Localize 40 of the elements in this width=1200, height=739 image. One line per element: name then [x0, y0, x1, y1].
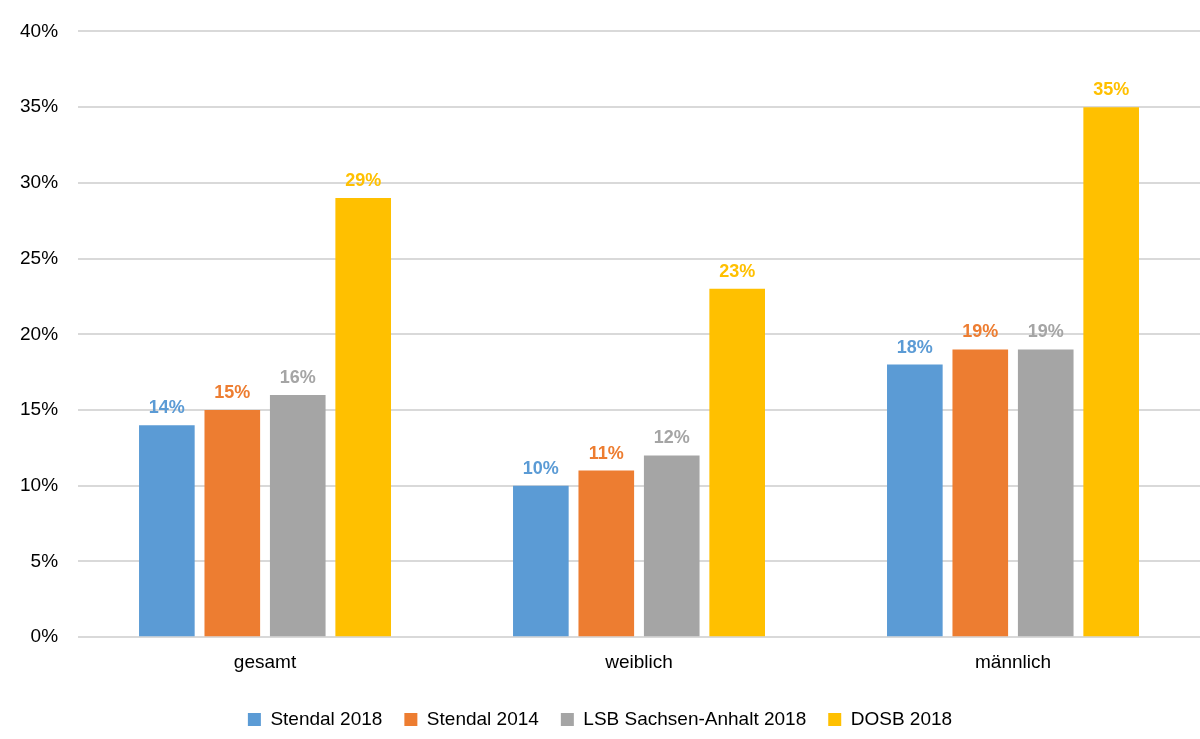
data-label: 12%	[653, 427, 690, 448]
bar	[578, 470, 635, 637]
data-label: 19%	[962, 321, 999, 342]
data-label: 14%	[148, 397, 185, 418]
y-tick-label: 0%	[30, 625, 59, 647]
y-tick-label: 15%	[20, 398, 59, 420]
bar	[643, 455, 700, 637]
legend-label: DOSB 2018	[850, 707, 953, 729]
bar	[887, 364, 943, 637]
y-tick-label: 25%	[20, 246, 59, 268]
y-tick-label: 20%	[20, 322, 59, 344]
x-tick-label: weiblich	[604, 650, 673, 672]
data-label: 15%	[214, 381, 251, 402]
y-tick-label: 10%	[20, 473, 59, 495]
bar	[335, 198, 392, 637]
legend-label: Stendal 2018	[270, 707, 383, 729]
bar	[1017, 349, 1074, 637]
bar	[139, 425, 195, 637]
data-label: 35%	[1093, 79, 1130, 100]
data-label: 29%	[345, 169, 382, 190]
bar	[513, 485, 569, 637]
data-label: 18%	[896, 336, 933, 357]
y-tick-label: 35%	[20, 95, 59, 117]
data-label: 11%	[588, 442, 624, 463]
data-label: 19%	[1027, 321, 1064, 342]
data-label: 16%	[279, 366, 316, 387]
x-tick-label: gesamt	[233, 650, 297, 672]
bar	[709, 288, 765, 637]
bar	[204, 410, 261, 637]
y-tick-label: 5%	[30, 549, 59, 571]
legend-label: Stendal 2014	[426, 707, 540, 729]
x-tick-label: männlich	[974, 650, 1052, 672]
legend-label: LSB Sachsen-Anhalt 2018	[583, 707, 807, 729]
bar	[952, 349, 1009, 637]
y-tick-label: 40%	[20, 19, 59, 41]
bar	[269, 394, 326, 637]
bar	[1083, 107, 1139, 637]
data-label: 10%	[522, 457, 559, 478]
data-label: 23%	[719, 260, 756, 281]
y-tick-label: 30%	[20, 171, 59, 193]
